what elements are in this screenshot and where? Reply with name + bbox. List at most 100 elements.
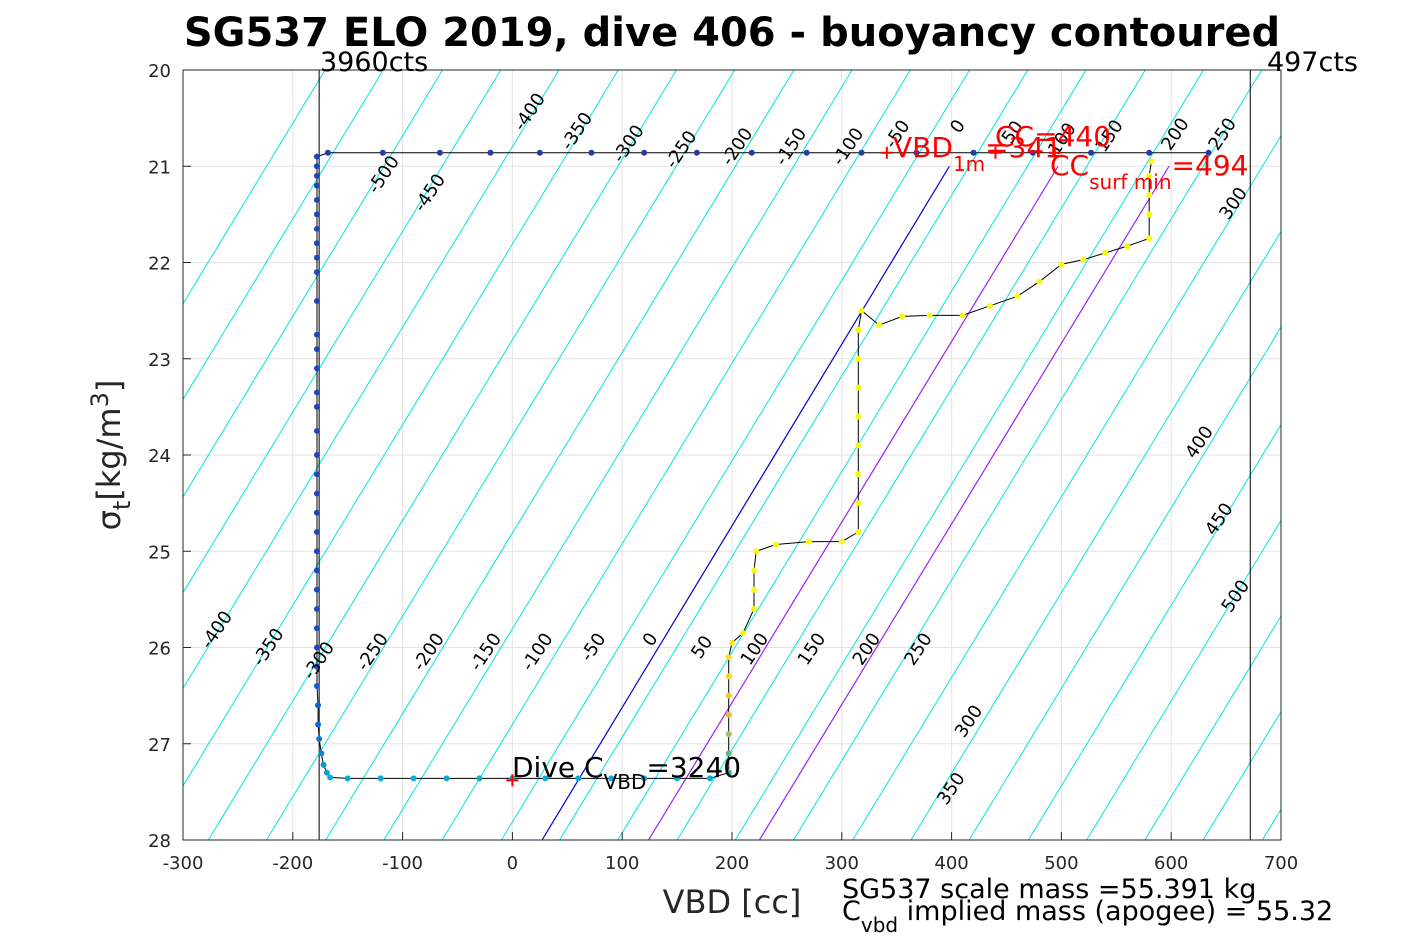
profile-point (313, 365, 320, 372)
profile-point (1036, 278, 1043, 285)
x-tick-label: -300 (163, 853, 204, 874)
profile-point (855, 413, 862, 420)
profile-point (1029, 149, 1036, 156)
buoyancy-contour-line (852, 134, 1281, 840)
profile-point (313, 196, 320, 203)
y-tick-label: 28 (148, 831, 171, 852)
profile-point (320, 761, 327, 768)
dive-profile (313, 149, 1212, 782)
x-tick-label: 100 (605, 853, 639, 874)
profile-point (926, 312, 933, 319)
buoyancy-contour-line (266, 70, 736, 840)
cc-surf-min-annotation: CCsurf min=494 (1050, 149, 1248, 194)
profile-point (739, 630, 746, 637)
implied-mass-text: Cvbd implied mass (apogee) = 55.32 (842, 896, 1333, 937)
profile-point (725, 711, 732, 718)
dive-cvbd-prefix: Dive C (512, 751, 604, 784)
buoyancy-contour-line (183, 70, 619, 787)
vbd-1m-sub: 1m (953, 152, 985, 176)
buoyancy-contour-line (183, 70, 326, 305)
x-tick-label: 0 (507, 853, 518, 874)
profile-point (410, 775, 417, 782)
dive-cvbd-annotation: Dive CVBD=3240 (512, 751, 741, 794)
annotation-markers (506, 146, 1061, 787)
y-tick-label: 27 (148, 735, 171, 756)
profile-point (313, 548, 320, 555)
buoyancy-contour-line (325, 70, 795, 840)
buoyancy-contour-line (183, 70, 502, 594)
buoyancy-contour-line (183, 70, 443, 498)
profile-point (313, 172, 320, 179)
y-tick-label: 23 (148, 350, 171, 371)
profile-point (1088, 149, 1095, 156)
profile-point (855, 326, 862, 333)
x-tick-label: -100 (382, 853, 423, 874)
profile-point (750, 567, 757, 574)
buoyancy-contour-line (793, 70, 1263, 840)
buoyancy-contour-line (1144, 615, 1281, 840)
implied-mass-suffix: implied mass (apogee) = 55.32 (898, 896, 1333, 927)
vbd-1m-suffix: =341 (985, 131, 1062, 164)
profile-point (725, 654, 732, 661)
dive-cvbd-suffix: =3240 (646, 751, 741, 784)
profile-point (729, 639, 735, 646)
profile-point (324, 149, 331, 156)
chart-title: SG537 ELO 2019, dive 406 - buoyancy cont… (184, 10, 1280, 56)
profile-point (344, 775, 351, 782)
profile-point (725, 731, 732, 738)
vbd-max-counts-label: 3960cts (320, 47, 428, 78)
vbd-min-counts-label: 497cts (1267, 47, 1358, 78)
profile-point (536, 149, 543, 156)
y-label-sup: 3 (86, 392, 114, 407)
profile-point (1146, 192, 1153, 199)
profile-point (313, 683, 320, 689)
x-axis-label: VBD [cc] (663, 883, 802, 921)
profile-point (313, 606, 320, 612)
profile-point (855, 442, 862, 449)
profile-point (487, 149, 494, 156)
profile-point (858, 307, 865, 314)
profile-point (693, 149, 700, 156)
profile-point (641, 149, 648, 156)
profile-point (313, 586, 320, 593)
profile-point (313, 153, 320, 160)
profile-point (323, 769, 330, 776)
profile-point (436, 149, 443, 156)
profile-point (899, 313, 906, 320)
profile-point (913, 149, 920, 156)
scale-mass-text: SG537 scale mass =55.391 kg (842, 874, 1256, 905)
profile-point (313, 625, 320, 632)
profile-point (959, 312, 966, 319)
buoyancy-contour-line (676, 70, 1146, 840)
x-tick-label: 300 (825, 853, 859, 874)
implied-mass-sub: vbd (861, 913, 898, 937)
cc-surf-min-sub: surf min (1089, 170, 1171, 194)
profile-point (855, 529, 862, 535)
profile-point (750, 586, 757, 593)
reference-lines (541, 165, 1170, 840)
buoyancy-contour-line (441, 70, 911, 840)
profile-point (313, 509, 320, 516)
profile-point (318, 750, 325, 757)
profile-point (805, 538, 812, 545)
profile-point (313, 240, 320, 247)
profile-point (1146, 235, 1153, 242)
profile-point (313, 298, 320, 304)
profile-point (315, 702, 322, 709)
y-tick-label: 26 (148, 639, 171, 660)
profile-point (855, 384, 862, 391)
profile-point (855, 471, 862, 478)
profile-point (313, 346, 320, 353)
buoyancy-contour-line (183, 70, 560, 690)
profile-point (753, 548, 760, 555)
profile-point (1102, 249, 1109, 256)
x-tick-label: 200 (715, 853, 749, 874)
profile-point (588, 149, 595, 156)
profile-point (313, 471, 320, 478)
cc-surf-min-suffix: =494 (1172, 149, 1249, 182)
vbd-1m-annotation: VBD1m=341 (893, 131, 1062, 176)
profile-point (313, 163, 320, 170)
buoyancy-contour-line (617, 70, 1087, 840)
profile-point (855, 355, 862, 362)
